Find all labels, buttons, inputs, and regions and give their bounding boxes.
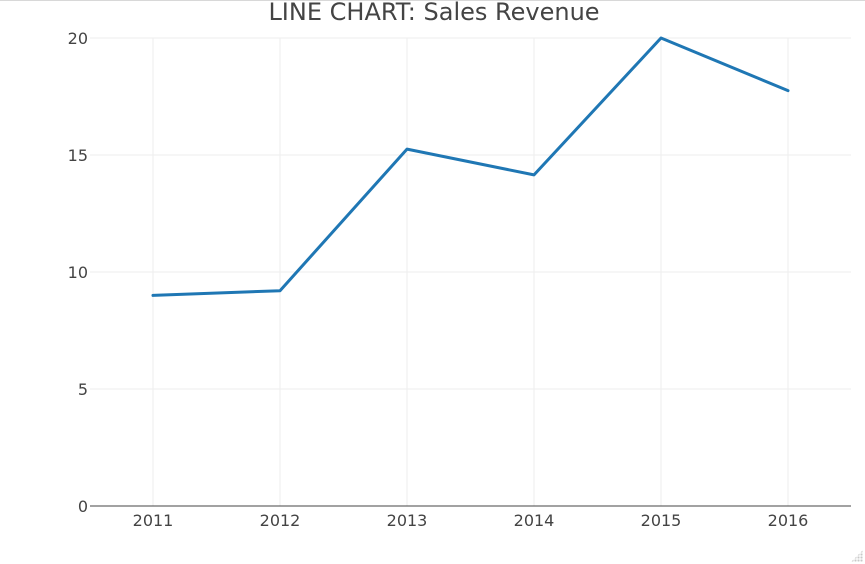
chart-title: LINE CHART: Sales Revenue bbox=[268, 0, 599, 26]
x-tick-label-2015: 2015 bbox=[641, 511, 682, 530]
grid-lines bbox=[90, 37, 851, 506]
tick-labels: 0 5 10 15 20 2011 2012 2013 2014 2015 2016 bbox=[68, 29, 809, 530]
series-layer bbox=[151, 36, 790, 297]
y-tick-label-0: 0 bbox=[78, 497, 88, 516]
series-line-0 bbox=[151, 36, 790, 297]
x-tick-label-2013: 2013 bbox=[387, 511, 428, 530]
y-tick-label-20: 20 bbox=[68, 29, 88, 48]
x-tick-label-2011: 2011 bbox=[133, 511, 174, 530]
y-tick-label-5: 5 bbox=[78, 380, 88, 399]
y-tick-label-10: 10 bbox=[68, 263, 88, 282]
window-top-border bbox=[0, 0, 865, 1]
x-tick-label-2012: 2012 bbox=[260, 511, 301, 530]
x-tick-label-2014: 2014 bbox=[514, 511, 555, 530]
y-tick-label-15: 15 bbox=[68, 146, 88, 165]
x-tick-label-2016: 2016 bbox=[768, 511, 809, 530]
